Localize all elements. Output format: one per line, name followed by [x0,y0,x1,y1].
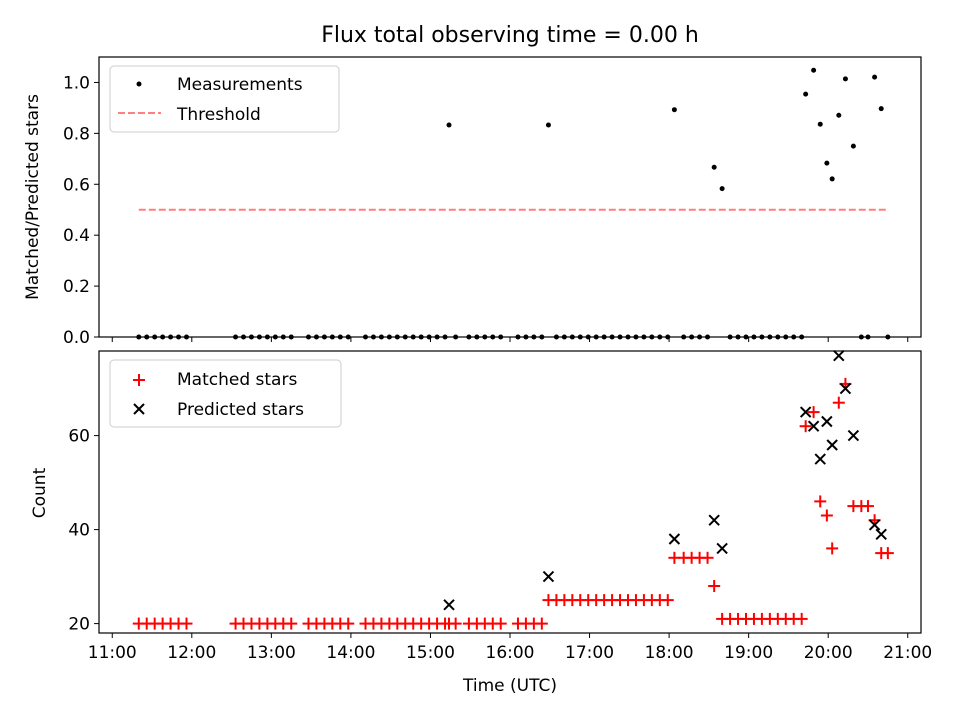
matched-star-point [708,580,721,592]
top-panel: 0.0 0.2 0.4 0.6 0.8 1.0 Matched/Predicted sta… [23,56,922,348]
figure-title: Flux total observing time = 0.00 h [321,23,699,48]
matched-star-point [180,617,193,630]
predicted-star-point [799,406,812,418]
measurement-point [446,122,452,128]
matched-star-point [799,420,812,433]
matched-star-point [535,617,548,630]
bottom-y-tick-label: 60 [68,427,90,447]
matched-star-point [661,594,674,607]
matched-star-point [795,612,808,625]
x-tick-label: 19:00 [724,643,773,663]
x-tick-label: 15:00 [406,643,455,663]
matched-star-point [701,551,714,564]
bottom-y-axis-label: Count [30,467,50,518]
measurement-point [803,91,809,97]
top-y-axis-label: Matched/Predicted stars [23,94,43,300]
legend-threshold-label: Threshold [176,105,261,125]
predicted-star-point [814,453,826,465]
predicted-star-point [716,542,728,555]
measurement-point [824,160,830,166]
bottom-legend: Matched stars Predicted stars [109,359,342,428]
measurement-point [719,186,725,192]
x-tick-label: 18:00 [645,643,694,663]
predicted-star-point [821,415,833,428]
measurement-point [671,107,677,113]
top-panel-axes: 0.0 0.2 0.4 0.6 0.8 1.0 [63,73,909,348]
matched-star-point [285,617,298,630]
top-y-tick-label: 0.2 [63,277,90,297]
predicted-star-point [542,570,555,583]
bottom-legend-box [109,359,342,428]
measurement-point [842,76,848,82]
predicted-star-point [847,429,860,442]
bottom-panel-axes: 20 40 60 11:00 12:00 13:00 14:00 15:00 16:00 17:0… [68,427,932,663]
measurement-point [545,122,551,128]
legend-matched-label: Matched stars [177,370,297,390]
predicted-star-point [443,599,455,611]
matched-star-point [826,542,839,555]
matched-star-point [861,500,874,513]
x-tick-label: 16:00 [486,643,535,663]
measurement-point [836,112,842,118]
x-tick-label: 20:00 [804,643,853,663]
legend-measurements-label: Measurements [177,75,303,95]
x-tick-label: 12:00 [167,643,216,663]
top-y-tick-label: 1.0 [63,73,90,93]
legend-predicted-marker [133,403,145,415]
matched-star-point [342,617,355,630]
predicted-star-point [826,439,838,451]
predicted-star-point [833,349,845,362]
matched-star-point [820,509,833,522]
legend-predicted-label: Predicted stars [177,400,304,420]
matched-star-point [832,396,845,409]
x-axis-label: Time (UTC) [462,676,557,696]
bottom-panel: 20 40 60 11:00 12:00 13:00 14:00 15:00 16:00 17:0… [30,349,932,696]
measurement-point [850,143,856,149]
predicted-star-point [839,382,852,395]
top-legend: Measurements Threshold [109,65,340,133]
predicted-star-point [875,528,887,541]
matched-star-point [494,617,507,630]
top-y-tick-label: 0.6 [63,175,90,195]
x-tick-label: 17:00 [565,643,614,663]
measurement-point [872,74,878,80]
predicted-star-point [868,519,881,531]
bottom-y-tick-label: 40 [68,521,90,541]
matched-star-point [881,547,894,560]
predicted-star-point [708,514,720,526]
legend-measurements-marker [136,81,142,87]
top-y-tick-label: 0.8 [63,124,90,144]
top-y-tick-label: 0.0 [63,328,90,348]
measurement-point [711,164,717,170]
top-legend-box [109,65,340,133]
legend-matched-marker [133,374,145,386]
measurement-point [878,106,884,112]
matched-star-point [449,617,462,630]
x-tick-label: 11:00 [88,643,137,663]
predicted-star-point [807,420,820,432]
matched-star-point [807,406,820,419]
x-tick-label: 14:00 [326,643,375,663]
bottom-panel-marks [132,349,894,630]
measurement-point [811,67,817,73]
predicted-star-point [668,533,681,545]
bottom-y-tick-label: 20 [68,615,90,635]
matched-star-point [814,495,827,508]
measurement-point [817,121,823,127]
x-tick-label: 21:00 [883,643,932,663]
top-y-tick-label: 0.4 [63,226,90,246]
measurement-point [829,176,835,182]
x-tick-label: 13:00 [247,643,296,663]
